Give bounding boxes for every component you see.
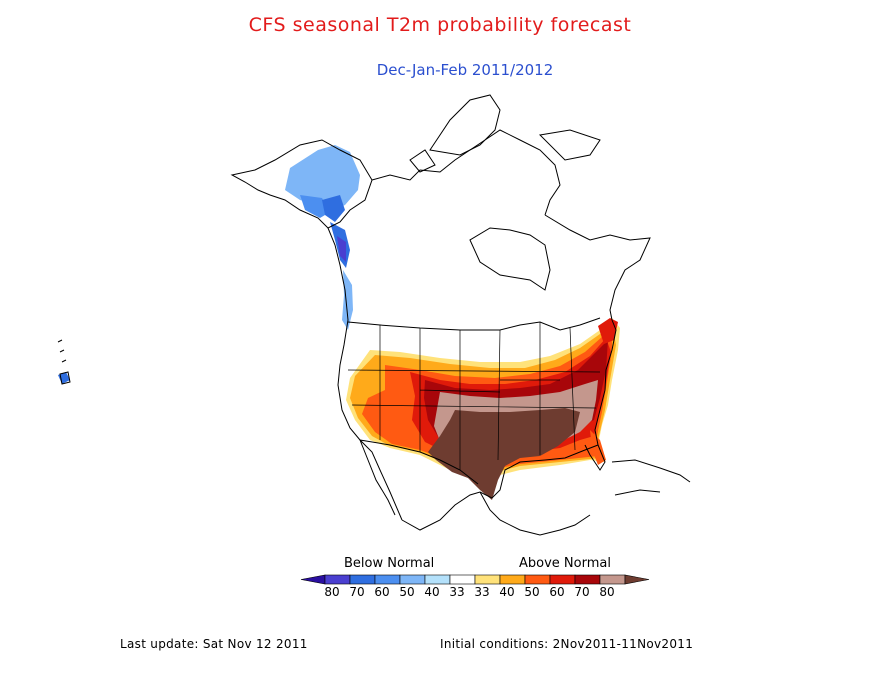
alaska-outline [230,139,373,229]
region-bc-coast-below-70 [337,236,346,262]
hawaii-islands [57,339,71,385]
colorbar-segment-above-50 [524,574,551,585]
colorbar-arrow-above [624,574,650,585]
legend-tick-label: 60 [374,585,390,599]
chart-subtitle: Dec-Jan-Feb 2011/2012 [376,61,554,79]
legend-tick-label: 50 [399,585,415,599]
arctic-islands [409,94,601,173]
west-coast [327,227,403,521]
hudson-bay [469,227,551,291]
baja [359,439,396,516]
colorbar-segment-below-70 [324,574,351,585]
legend-below-label: Below Normal [344,556,435,571]
forecast-shading [58,145,620,500]
region-alaska-below-40 [285,145,360,212]
legend-tick-label: 40 [424,585,440,599]
us-canada-border [347,317,601,331]
legend-tick-label: 60 [549,585,565,599]
legend-tick-label: 70 [574,585,590,599]
colorbar-segment-above-70 [574,574,601,585]
mexico-coast [401,444,599,531]
east-coast [584,319,617,471]
legend-tick-label: 80 [599,585,615,599]
region-northeast-above [598,318,618,344]
chart-title: CFS seasonal T2m probability forecast [248,14,632,36]
region-nw-coast-below-40 [342,270,353,330]
colorbar-segment-below-50 [374,574,401,585]
canada-north-coast [371,129,561,216]
legend-tick-label: 40 [499,585,515,599]
canada-east-coast [544,214,651,321]
legend-tick-label: 50 [524,585,540,599]
colorbar-segment-above-33 [474,574,501,585]
state-lines [347,322,601,470]
colorbar-segment-above-80 [599,574,626,585]
initial-conditions-text: Initial conditions: 2Nov2011-11Nov2011 [440,637,694,651]
region-florida-above [590,430,606,465]
region-us-above-max [428,408,580,500]
legend-tick-label: 80 [324,585,340,599]
colorbar-segment-above-60 [549,574,576,585]
colorbar-segment-above-40 [499,574,526,585]
central-america [479,491,591,536]
legend-above-label: Above Normal [519,556,611,571]
region-alaska-below-60 [322,195,345,222]
colorbar-segment-neutral [449,574,476,585]
legend-tick-label: 33 [474,585,490,599]
colorbar-segment-below-33 [424,574,451,585]
us-mexico-border [359,439,479,485]
colorbar-segment-below-60 [349,574,376,585]
legend-tick-label: 33 [449,585,465,599]
map-outlines [57,94,691,536]
caribbean [611,459,691,496]
colorbar-segment-below-40 [399,574,426,585]
legend-colorbar [300,574,650,585]
legend-tick-label: 70 [349,585,365,599]
colorbar-arrow-below [300,574,326,585]
last-update-text: Last update: Sat Nov 12 2011 [120,637,308,651]
